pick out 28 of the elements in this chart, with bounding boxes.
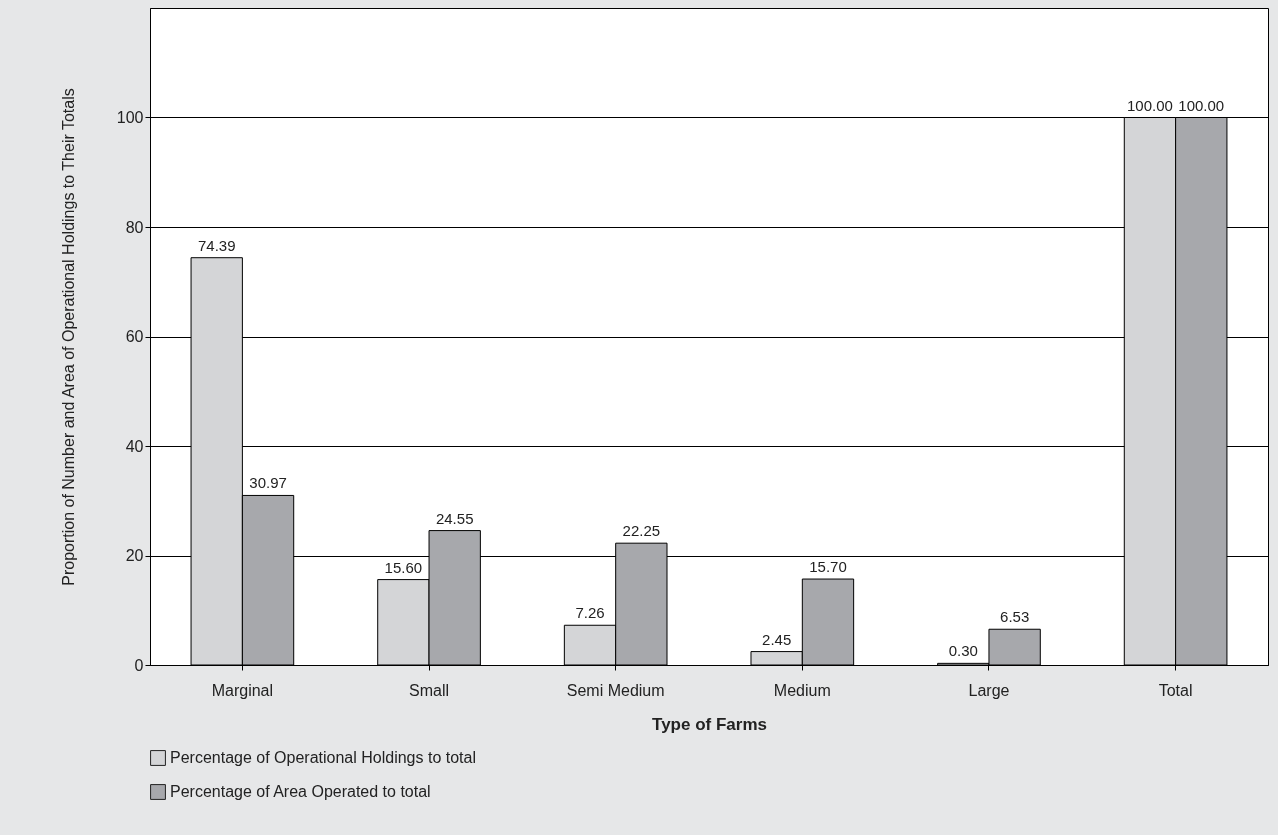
data-label: 15.70 — [809, 558, 847, 576]
data-label: 22.25 — [622, 522, 661, 540]
y-tick-label: 60 — [125, 328, 144, 345]
data-label: 2.45 — [762, 630, 792, 648]
x-tick-label: Medium — [773, 681, 831, 699]
y-axis-title: Proportion of Number and Area of Operational Holdings to Their Totals — [59, 88, 77, 586]
x-tick-label: Small — [409, 681, 450, 699]
x-tick-label: Semi Medium — [566, 681, 665, 699]
data-label: 15.60 — [384, 558, 423, 576]
x-tick-label: Marginal — [211, 681, 274, 699]
data-label: 100.00 — [1178, 96, 1225, 114]
legend-label: Percentage of Area Operated to total — [170, 783, 431, 800]
y-tick-label: 20 — [125, 547, 144, 564]
data-label: 100.00 — [1127, 96, 1173, 114]
legend-label: Percentage of Operational Holdings to total — [170, 749, 476, 766]
y-tick-label: 100 — [116, 109, 144, 126]
data-label: 7.26 — [575, 604, 605, 622]
data-label: 24.55 — [435, 509, 474, 527]
data-label: 6.53 — [1000, 608, 1030, 626]
data-label: 0.30 — [948, 642, 978, 660]
y-tick-label: 80 — [125, 218, 144, 236]
y-tick-label: 40 — [125, 437, 144, 455]
x-axis-title: Type of Farms — [652, 714, 767, 734]
data-label: 30.97 — [249, 474, 287, 492]
data-label: 74.39 — [197, 236, 236, 254]
y-tick-label: 0 — [134, 656, 144, 674]
x-tick-label: Total — [1158, 681, 1193, 699]
x-tick-label: Large — [968, 681, 1010, 699]
